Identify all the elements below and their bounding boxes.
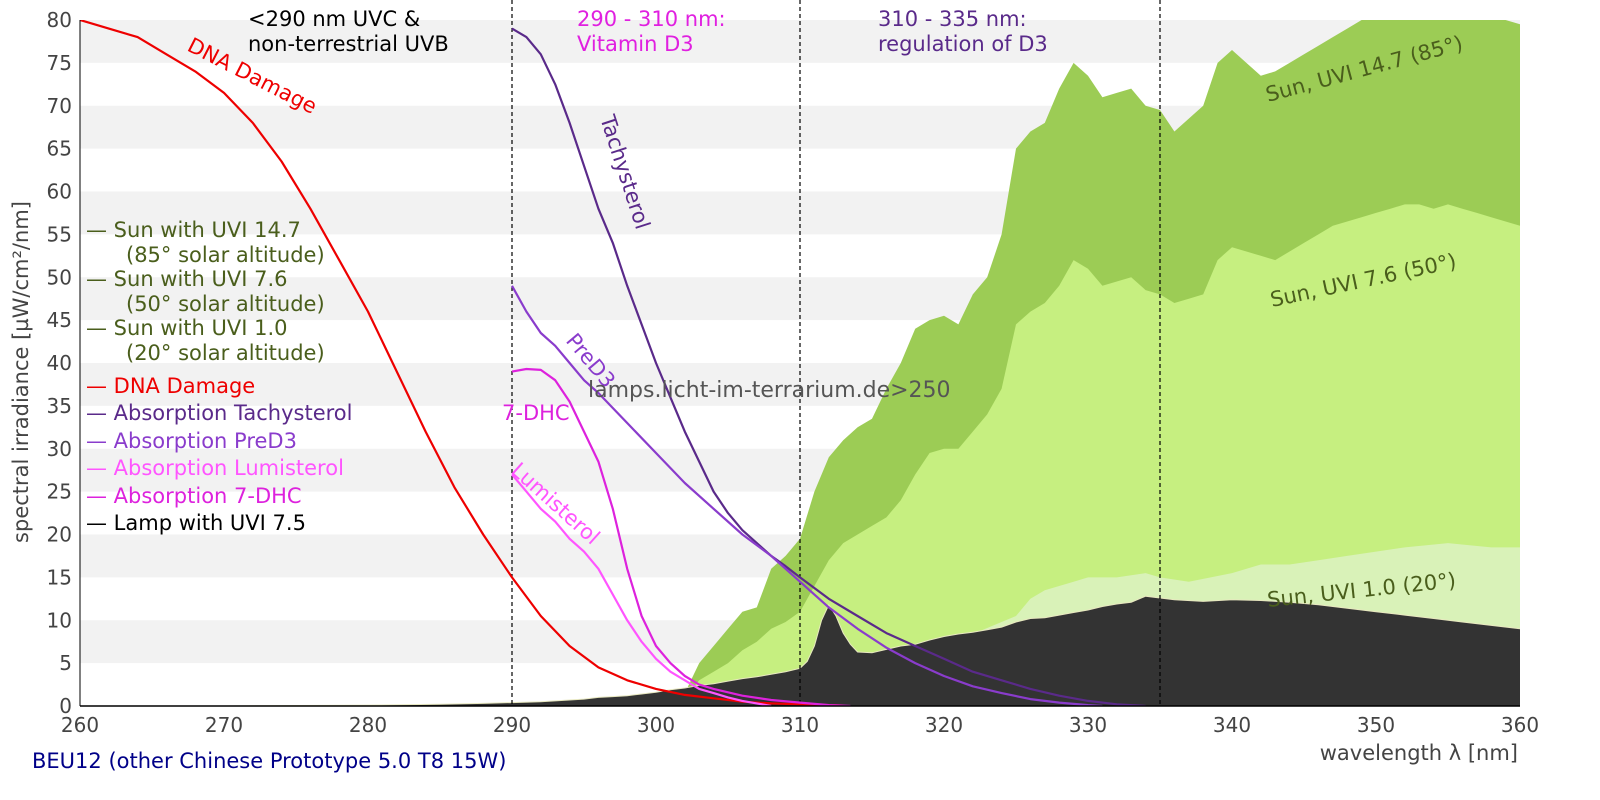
y-tick-label: 75 [47,51,72,75]
legend: — Sun with UVI 14.7 (85° solar altitude)… [86,218,352,535]
x-tick-label: 290 [493,713,531,737]
line-absorption-tachysterol [511,27,1146,706]
legend-pred3: — Absorption PreD3 [86,429,297,453]
lamp-name: BEU12 (other Chinese Prototype 5.0 T8 15… [32,749,506,773]
area-series [80,20,1520,706]
y-tick-label: 5 [59,651,72,675]
lamp-outline [80,595,1520,706]
y-tick-label: 25 [47,480,72,504]
x-tick-label: 340 [1213,713,1251,737]
y-tick-label: 50 [47,265,72,289]
curve-label-7-dhc: 7-DHC [502,401,570,425]
legend-lumisterol: — Absorption Lumisterol [86,456,344,480]
y-tick-label: 15 [47,565,72,589]
legend-dna-damage: — DNA Damage [86,374,255,398]
region-markers [511,0,1161,706]
region-label-uvc-line-2: non-terrestrial UVB [248,32,449,56]
grid-band [80,20,1520,63]
y-tick-label: 10 [47,608,72,632]
axes [79,20,1520,707]
y-tick-label: 40 [47,351,72,375]
legend-sun-1-0-altitude: (20° solar altitude) [126,341,325,365]
y-tick-label: 45 [47,308,72,332]
region-label-d3-line-1: 290 - 310 nm: [577,7,726,31]
x-tick-label: 330 [1069,713,1107,737]
line-absorption-7-dhc [511,367,851,706]
legend-sun-1-0: — Sun with UVI 1.0 [86,316,288,340]
x-tick-label: 360 [1501,713,1539,737]
tick-labels: 0 5 10 15 20 25 30 35 40 45 50 55 60 65 70 75 80 260 270 28… [47,8,1540,737]
y-tick-label: 20 [47,523,72,547]
x-tick-label: 310 [781,713,819,737]
legend-sun-7-6: — Sun with UVI 7.6 [86,267,288,291]
y-tick-label: 60 [47,180,72,204]
legend-sun-14-7-altitude: (85° solar altitude) [126,243,325,267]
line-absorption-lumisterol [511,473,772,706]
legend-lamp: — Lamp with UVI 7.5 [86,511,306,535]
y-tick-label: 55 [47,222,72,246]
region-label-regulation-line-2: regulation of D3 [878,32,1048,56]
y-axis-title: spectral irradiance [µW/cm²/nm] [9,201,33,543]
y-tick-label: 35 [47,394,72,418]
line-dna-damage [80,20,844,706]
legend-7-dhc: — Absorption 7-DHC [86,484,302,508]
x-tick-label: 280 [349,713,387,737]
region-label-regulation-line-1: 310 - 335 nm: [878,7,1027,31]
y-tick-label: 65 [47,137,72,161]
legend-sun-14-7: — Sun with UVI 14.7 [86,218,301,242]
x-tick-label: 350 [1357,713,1395,737]
y-tick-label: 0 [59,694,72,718]
x-tick-label: 270 [205,713,243,737]
region-label-uvc-line-1: <290 nm UVC & [248,7,420,31]
y-tick-label: 30 [47,437,72,461]
x-tick-label: 320 [925,713,963,737]
x-tick-label: 300 [637,713,675,737]
x-tick-label: 260 [61,713,99,737]
line-absorption-pred3 [511,285,1103,706]
y-tick-label: 80 [47,8,72,32]
line-series [80,20,1146,706]
x-axis-title: wavelength λ [nm] [1320,741,1518,765]
y-tick-label: 70 [47,94,72,118]
watermark: lamps.licht-im-terrarium.de>250 [588,378,951,403]
region-label-d3-line-2: Vitamin D3 [577,32,694,56]
legend-tachysterol: — Absorption Tachysterol [86,401,352,425]
legend-sun-7-6-altitude: (50° solar altitude) [126,292,325,316]
